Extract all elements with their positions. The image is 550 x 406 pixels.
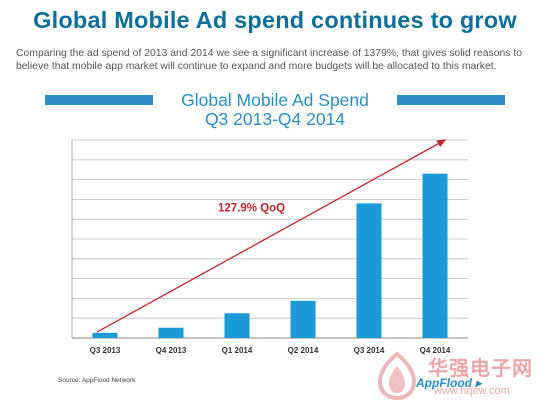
brand-logo: AppFlood ▸ — [416, 376, 481, 390]
chart-title-line2: Q3 2013-Q4 2014 — [204, 109, 346, 129]
trend-arrow — [96, 139, 447, 333]
bar — [290, 300, 316, 338]
intro-paragraph: Comparing the ad spend of 2013 and 2014 … — [16, 48, 523, 72]
watermark-url: www.hqew.com — [434, 385, 510, 397]
chart-title: Global Mobile Ad Spend Q3 2013-Q4 2014 — [0, 91, 550, 129]
page-headline: Global Mobile Ad spend continues to grow — [33, 7, 517, 33]
title-bar-left — [45, 95, 153, 105]
x-tick-label: Q2 2014 — [288, 346, 319, 355]
annotation-label: 127.9% QoQ — [218, 202, 285, 214]
bar — [224, 313, 250, 338]
x-tick-label: Q1 2014 — [222, 346, 253, 355]
chart-title-line1: Global Mobile Ad Spend — [181, 90, 369, 110]
x-tick-label: Q3 2014 — [354, 346, 385, 355]
source-note: Source: AppFlood Network — [58, 377, 136, 384]
bar-chart: Q3 2013 Q4 2013 Q1 2014 Q2 2014 Q3 2014 Q4 20… — [71, 139, 468, 355]
watermark-text: 华强电子网 — [428, 358, 533, 380]
bar — [92, 332, 118, 338]
watermark-logo-icon — [377, 351, 417, 400]
bar — [356, 203, 382, 338]
bar — [158, 327, 184, 338]
title-bar-right — [397, 95, 505, 105]
brand-name: AppFlood — [416, 376, 472, 390]
x-tick-label: Q4 2014 — [420, 346, 451, 355]
x-tick-label: Q3 2013 — [90, 346, 121, 355]
bar — [422, 173, 448, 338]
x-tick-label: Q4 2013 — [156, 346, 187, 355]
brand-icon: ▸ — [475, 376, 482, 390]
